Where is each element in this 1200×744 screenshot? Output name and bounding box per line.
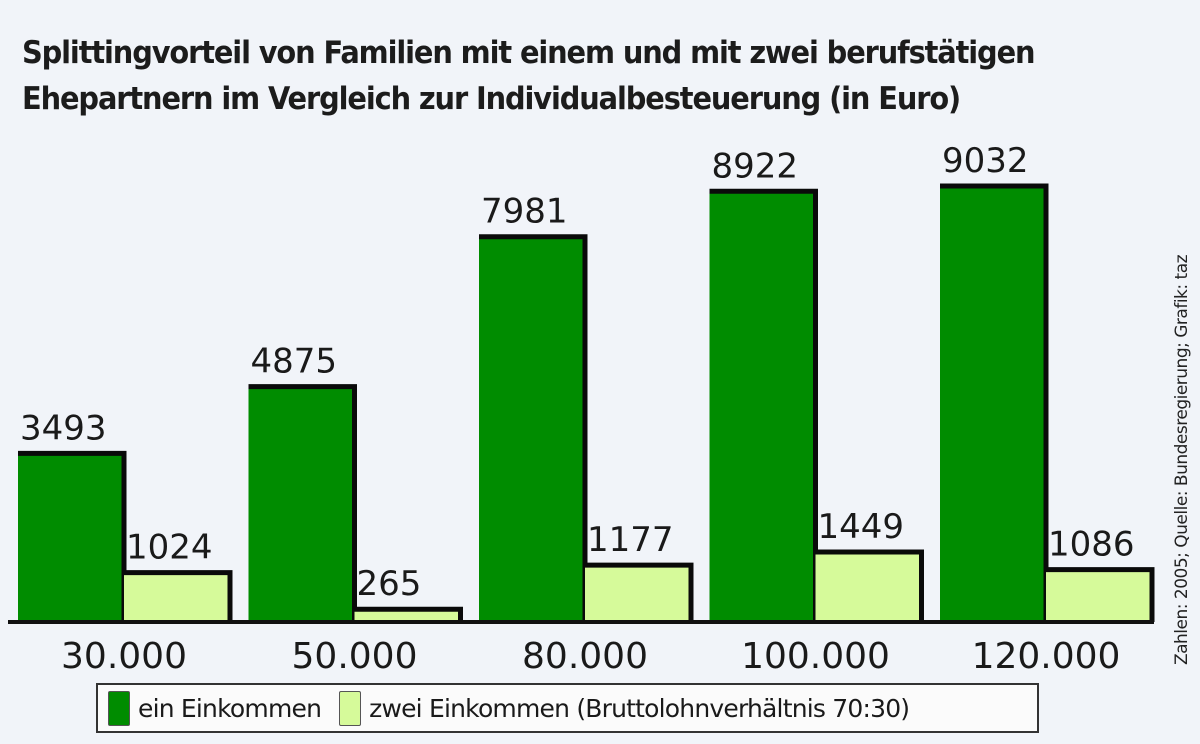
value-label-zwei-einkommen-3: 1449	[818, 507, 905, 547]
legend-item-zwei-einkommen: zwei Einkommen (Bruttolohnverhältnis 70:…	[339, 690, 910, 726]
bar-outline-ein-einkommen-4	[940, 183, 1049, 622]
bar-outline-ein-einkommen-3	[709, 188, 818, 622]
value-labels-group: 3493 1024 4875 265 7981 1177 8922 1449 9032 1086	[20, 141, 1135, 604]
category-label-4: 120.000	[972, 636, 1121, 677]
category-label-1: 50.000	[292, 636, 418, 677]
value-label-ein-einkommen-3: 8922	[712, 146, 799, 186]
legend: ein Einkommen zwei Einkommen (Bruttolohn…	[96, 683, 1039, 733]
bar-ein-einkommen-3	[709, 191, 816, 623]
value-label-zwei-einkommen-4: 1086	[1048, 525, 1135, 565]
category-label-0: 30.000	[61, 636, 187, 677]
bar-zwei-einkommen-0	[124, 572, 230, 622]
source-note: Zahlen: 2005; Quelle: Bundesregierung; G…	[1172, 254, 1192, 666]
bars-group	[18, 183, 1155, 623]
category-labels-group: 30.000 50.000 80.000 100.000 120.000	[61, 636, 1120, 677]
value-label-zwei-einkommen-2: 1177	[587, 520, 674, 560]
category-label-2: 80.000	[522, 636, 648, 677]
bar-outline-zwei-einkommen-2	[585, 562, 694, 622]
bar-outline-ein-einkommen-2	[479, 234, 588, 622]
bar-zwei-einkommen-1	[354, 609, 461, 622]
value-label-zwei-einkommen-1: 265	[357, 564, 422, 604]
value-label-zwei-einkommen-0: 1024	[126, 528, 213, 568]
bar-ein-einkommen-1	[248, 386, 355, 622]
chart-title: Splittingvorteil von Familien mit einem …	[22, 30, 1036, 122]
bar-outline-zwei-einkommen-3	[815, 549, 924, 622]
legend-swatch-dark-green	[108, 690, 130, 726]
bar-zwei-einkommen-4	[1046, 569, 1152, 622]
legend-swatch-light-green	[339, 690, 362, 726]
bar-zwei-einkommen-2	[585, 565, 691, 622]
bar-outline-zwei-einkommen-0	[124, 570, 233, 622]
value-label-ein-einkommen-2: 7981	[481, 192, 568, 232]
category-label-3: 100.000	[741, 636, 890, 677]
legend-label-ein-einkommen: ein Einkommen	[138, 693, 322, 723]
bar-outline-ein-einkommen-1	[248, 384, 357, 622]
bar-zwei-einkommen-3	[815, 552, 922, 622]
legend-item-ein-einkommen: ein Einkommen	[108, 690, 322, 726]
legend-label-zwei-einkommen: zwei Einkommen (Bruttolohnverhältnis 70:…	[369, 693, 910, 723]
bar-ein-einkommen-2	[479, 236, 585, 622]
chart-title-line-2: Ehepartnern im Vergleich zur Individualb…	[22, 81, 961, 117]
bar-ein-einkommen-0	[18, 453, 124, 622]
bar-outline-zwei-einkommen-4	[1046, 567, 1155, 622]
value-label-ein-einkommen-1: 4875	[251, 342, 338, 382]
value-label-ein-einkommen-4: 9032	[942, 141, 1029, 181]
bar-outline-ein-einkommen-0	[18, 450, 127, 622]
value-label-ein-einkommen-0: 3493	[20, 408, 107, 448]
chart-title-line-1: Splittingvorteil von Familien mit einem …	[22, 35, 1036, 71]
bar-outline-zwei-einkommen-1	[354, 606, 463, 622]
bar-ein-einkommen-4	[940, 186, 1046, 622]
